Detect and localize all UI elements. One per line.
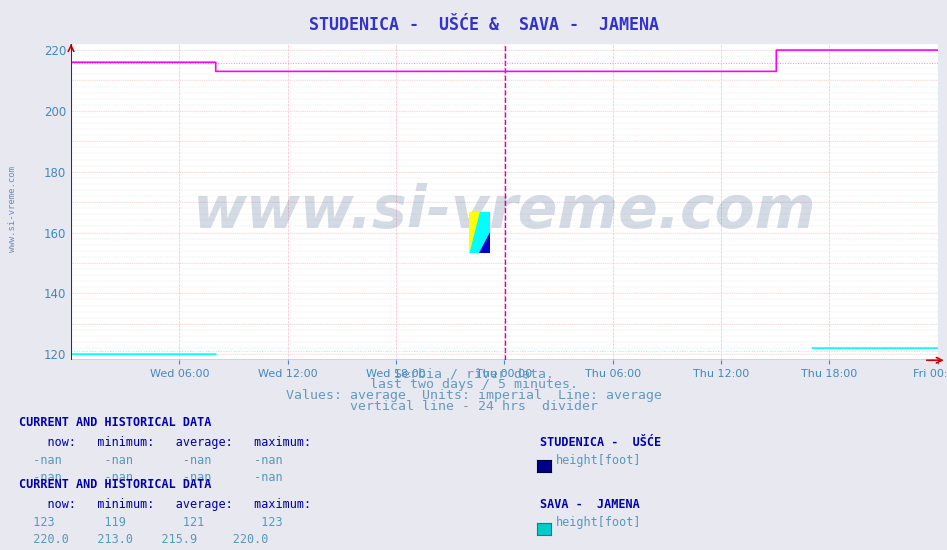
Text: height[foot]: height[foot] bbox=[556, 516, 641, 529]
Text: last two days / 5 minutes.: last two days / 5 minutes. bbox=[369, 378, 578, 392]
Text: height[foot]: height[foot] bbox=[556, 454, 641, 466]
Text: CURRENT AND HISTORICAL DATA: CURRENT AND HISTORICAL DATA bbox=[19, 478, 211, 491]
Text: www.si-vreme.com: www.si-vreme.com bbox=[192, 183, 816, 240]
Text: SAVA -  JAMENA: SAVA - JAMENA bbox=[540, 498, 639, 511]
Text: STUDENICA -  UŠĆE: STUDENICA - UŠĆE bbox=[540, 436, 661, 449]
Text: Values: average  Units: imperial  Line: average: Values: average Units: imperial Line: av… bbox=[285, 389, 662, 403]
Polygon shape bbox=[479, 232, 490, 253]
Text: now:   minimum:   average:   maximum:: now: minimum: average: maximum: bbox=[19, 436, 311, 449]
Text: 123       119        121        123: 123 119 121 123 bbox=[19, 516, 282, 529]
Text: -nan      -nan       -nan      -nan: -nan -nan -nan -nan bbox=[19, 471, 282, 484]
Text: now:   minimum:   average:   maximum:: now: minimum: average: maximum: bbox=[19, 498, 311, 511]
Text: CURRENT AND HISTORICAL DATA: CURRENT AND HISTORICAL DATA bbox=[19, 416, 211, 429]
Text: STUDENICA -  UŠĆE &  SAVA -  JAMENA: STUDENICA - UŠĆE & SAVA - JAMENA bbox=[289, 16, 658, 35]
Text: 220.0    213.0    215.9     220.0: 220.0 213.0 215.9 220.0 bbox=[19, 534, 268, 546]
Text: vertical line - 24 hrs  divider: vertical line - 24 hrs divider bbox=[349, 400, 598, 414]
Text: -nan      -nan       -nan      -nan: -nan -nan -nan -nan bbox=[19, 454, 282, 466]
Polygon shape bbox=[469, 212, 479, 253]
Text: Serbia / river data.: Serbia / river data. bbox=[394, 367, 553, 381]
Polygon shape bbox=[469, 212, 490, 253]
Text: www.si-vreme.com: www.si-vreme.com bbox=[8, 166, 17, 252]
